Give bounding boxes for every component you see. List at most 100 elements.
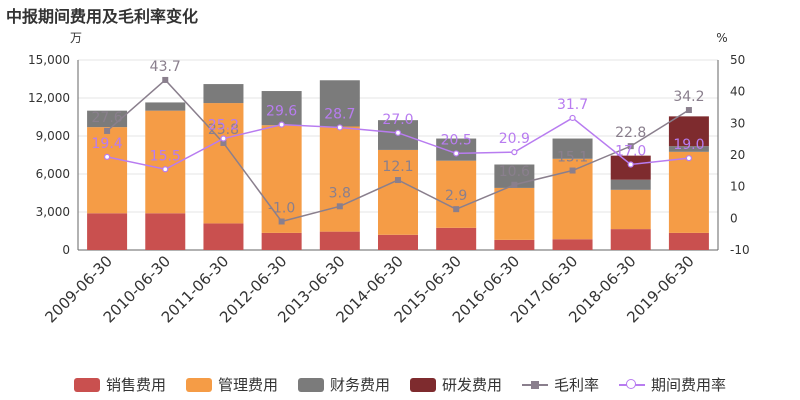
- bar-销售费用: [494, 239, 535, 250]
- bar-管理费用: [494, 187, 535, 240]
- data-label-期间费用率: 31.7: [557, 97, 588, 113]
- data-label-毛利率: 3.8: [329, 185, 351, 201]
- marker-期间费用率: [336, 124, 343, 131]
- marker-毛利率: [453, 206, 460, 213]
- bar-销售费用: [87, 213, 128, 250]
- data-label-毛利率: 43.7: [150, 59, 181, 75]
- data-label-毛利率: 2.9: [445, 188, 467, 204]
- legend-label: 毛利率: [554, 376, 600, 394]
- marker-期间费用率: [220, 135, 227, 142]
- bar-管理费用: [668, 151, 709, 233]
- bar-管理费用: [203, 103, 244, 224]
- legend-line-swatch: [522, 378, 549, 392]
- legend-item: 财务费用: [297, 374, 390, 395]
- data-label-毛利率: 27.6: [92, 110, 123, 126]
- y-right-tick-label: 40: [730, 85, 745, 99]
- bar-管理费用: [378, 149, 418, 235]
- legend-swatch: [185, 377, 212, 392]
- marker-毛利率: [627, 143, 634, 150]
- y-right-tick-label: 0: [730, 211, 738, 225]
- bar-财务费用: [552, 138, 593, 159]
- marker-期间费用率: [627, 161, 634, 168]
- bar-研发费用: [610, 155, 651, 180]
- legend-swatch: [410, 377, 436, 392]
- chart-title: 中报期间费用及毛利率变化: [6, 7, 199, 26]
- data-label-期间费用率: 17.0: [615, 144, 646, 160]
- marker-毛利率: [336, 203, 343, 210]
- y-left-tick-label: 0: [62, 243, 70, 257]
- data-label-毛利率: 10.6: [499, 164, 530, 180]
- marker-毛利率: [104, 127, 111, 134]
- legend-item: 研发费用: [410, 374, 502, 395]
- legend-item: 毛利率: [522, 374, 599, 395]
- data-label-期间费用率: 15.5: [150, 148, 181, 164]
- bar-销售费用: [319, 231, 360, 250]
- y-right-tick-label: 30: [730, 116, 745, 130]
- marker-期间费用率: [394, 129, 402, 136]
- legend: 销售费用 管理费用 财务费用 研发费用 毛利率 期间费用率: [0, 374, 800, 395]
- marker-期间费用率: [685, 155, 693, 162]
- marker-毛利率: [395, 177, 401, 184]
- marker-毛利率: [220, 139, 227, 146]
- data-label-毛利率: -1.0: [268, 201, 295, 217]
- legend-label: 研发费用: [442, 376, 503, 394]
- bar-销售费用: [145, 213, 186, 250]
- data-label-期间费用率: 25.2: [208, 118, 239, 134]
- data-label-毛利率: 12.1: [382, 159, 413, 175]
- data-label-期间费用率: 28.7: [324, 106, 355, 122]
- data-label-毛利率: 15.1: [557, 150, 588, 166]
- bar-销售费用: [436, 227, 477, 250]
- y-right-unit: %: [716, 31, 727, 45]
- bar-管理费用: [436, 160, 477, 228]
- legend-line-swatch: [619, 378, 646, 392]
- marker-期间费用率: [511, 149, 518, 156]
- data-label-期间费用率: 27.0: [382, 112, 413, 128]
- bar-财务费用: [261, 91, 302, 126]
- marker-毛利率: [278, 218, 285, 225]
- data-label-期间费用率: 29.6: [266, 104, 297, 120]
- marker-期间费用率: [569, 114, 576, 122]
- bar-管理费用: [319, 126, 360, 232]
- marker-期间费用率: [453, 150, 460, 157]
- y-left-tick-label: 3,000: [36, 205, 70, 219]
- bar-管理费用: [261, 125, 302, 233]
- y-right-tick-label: -10: [730, 243, 750, 257]
- bar-销售费用: [261, 232, 302, 250]
- legend-swatch: [73, 377, 100, 392]
- legend-item: 期间费用率: [619, 374, 726, 395]
- y-left-unit: 万: [70, 31, 82, 45]
- data-label-毛利率: 23.8: [208, 122, 239, 138]
- bar-财务费用: [436, 138, 477, 161]
- bar-管理费用: [87, 127, 128, 214]
- data-label-期间费用率: 20.9: [499, 131, 530, 147]
- bar-财务费用: [145, 102, 186, 111]
- y-right-tick-label: 20: [730, 148, 745, 162]
- bar-财务费用: [203, 84, 244, 104]
- legend-item: 销售费用: [73, 374, 166, 395]
- legend-label: 财务费用: [329, 376, 390, 394]
- legend-label: 销售费用: [105, 376, 166, 394]
- legend-label: 管理费用: [217, 376, 278, 394]
- bar-财务费用: [668, 146, 709, 152]
- legend-item: 管理费用: [185, 374, 278, 395]
- bar-财务费用: [319, 80, 360, 127]
- y-left-tick-label: 6,000: [36, 167, 70, 181]
- y-right-tick-label: 10: [730, 180, 745, 194]
- legend-swatch: [297, 377, 324, 392]
- y-left-tick-label: 15,000: [28, 53, 70, 67]
- y-left-tick-label: 9,000: [36, 129, 70, 143]
- bar-销售费用: [378, 234, 418, 250]
- data-label-期间费用率: 19.0: [673, 137, 704, 153]
- bar-销售费用: [610, 229, 651, 250]
- marker-毛利率: [685, 107, 692, 114]
- y-left-tick-label: 12,000: [28, 91, 70, 105]
- data-label-毛利率: 22.8: [615, 125, 646, 141]
- marker-毛利率: [162, 76, 169, 83]
- marker-毛利率: [511, 181, 518, 188]
- data-label-期间费用率: 20.5: [441, 132, 472, 148]
- bar-销售费用: [203, 223, 244, 250]
- marker-期间费用率: [162, 166, 169, 173]
- marker-毛利率: [569, 167, 576, 174]
- bar-销售费用: [552, 239, 593, 250]
